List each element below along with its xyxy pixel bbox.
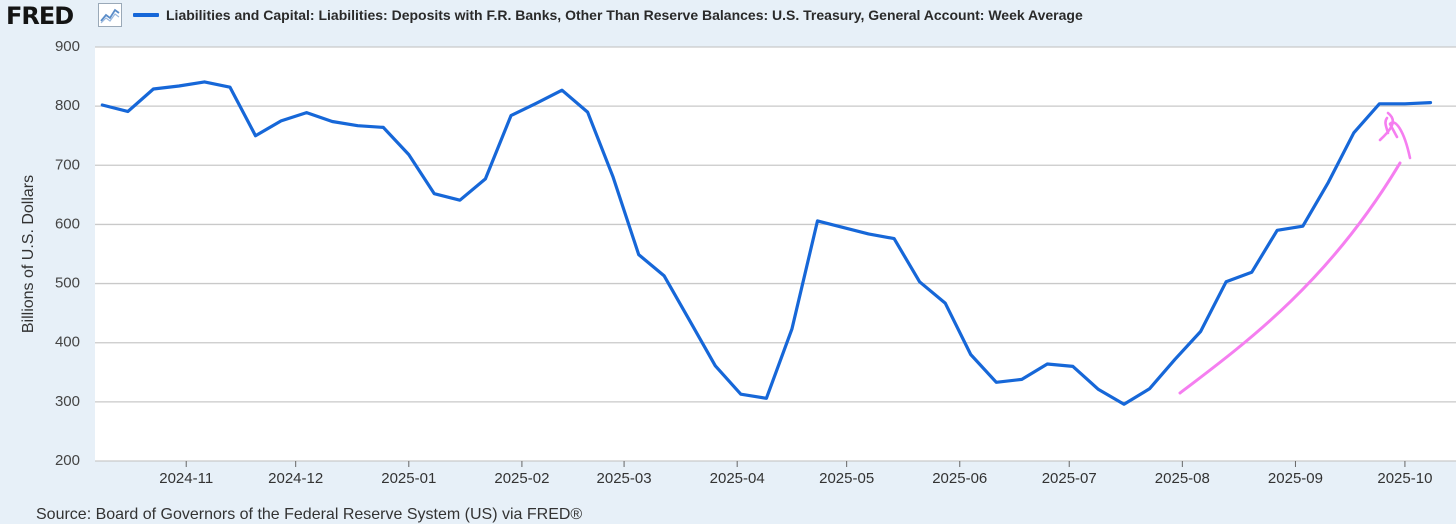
- data-point[interactable]: [661, 273, 667, 279]
- y-tick-label: 700: [55, 156, 80, 173]
- y-tick-label: 500: [55, 275, 80, 292]
- x-tick-label: 2025-09: [1268, 470, 1323, 487]
- data-point[interactable]: [457, 197, 463, 203]
- data-point[interactable]: [227, 84, 233, 90]
- chart-header: FRED Liabilities and Capital: Liabilitie…: [0, 0, 1456, 32]
- series-line: [100, 80, 1433, 406]
- data-point[interactable]: [329, 119, 335, 125]
- y-tick-label: 800: [55, 97, 80, 114]
- data-point[interactable]: [687, 318, 693, 324]
- data-point[interactable]: [840, 224, 846, 230]
- data-point[interactable]: [1172, 356, 1178, 362]
- y-tick-label: 900: [55, 38, 80, 55]
- x-tick-label: 2025-03: [597, 470, 652, 487]
- x-tick-label: 2025-04: [710, 470, 765, 487]
- data-point[interactable]: [1070, 363, 1076, 369]
- legend-series-title: Liabilities and Capital: Liabilities: De…: [166, 7, 1083, 23]
- legend-series-line: [133, 13, 159, 17]
- line-chart-icon[interactable]: [98, 3, 122, 27]
- fred-logo[interactable]: FRED: [6, 2, 74, 30]
- data-point[interactable]: [176, 83, 182, 89]
- data-point[interactable]: [534, 100, 540, 106]
- data-point[interactable]: [738, 391, 744, 397]
- data-point[interactable]: [380, 124, 386, 130]
- x-tick-label: 2024-11: [159, 470, 213, 487]
- data-point[interactable]: [150, 86, 156, 92]
- y-tick-label: 200: [55, 452, 80, 469]
- data-point[interactable]: [917, 279, 923, 285]
- data-point[interactable]: [814, 218, 820, 224]
- data-point[interactable]: [610, 174, 616, 180]
- data-point[interactable]: [278, 118, 284, 124]
- data-point[interactable]: [125, 108, 131, 114]
- data-point[interactable]: [508, 113, 514, 119]
- y-axis-ticks: 200 300 400 500 600 700 800 900: [55, 38, 80, 469]
- data-point[interactable]: [891, 236, 897, 242]
- data-point[interactable]: [1300, 223, 1306, 229]
- annotation-arrowhead: [1378, 111, 1412, 160]
- data-point[interactable]: [253, 133, 259, 139]
- data-point[interactable]: [1325, 179, 1331, 185]
- data-point[interactable]: [355, 123, 361, 129]
- data-point[interactable]: [1249, 269, 1255, 275]
- data-point[interactable]: [304, 110, 310, 116]
- plot-area: [95, 47, 1456, 461]
- data-point[interactable]: [763, 395, 769, 401]
- x-tick-label: 2025-05: [819, 470, 874, 487]
- annotation-curve: [1178, 161, 1402, 395]
- grid-lines: [95, 46, 1456, 462]
- data-point[interactable]: [1223, 279, 1229, 285]
- y-axis-label: Billions of U.S. Dollars: [20, 175, 37, 333]
- data-point[interactable]: [1044, 361, 1050, 367]
- y-tick-label: 600: [55, 215, 80, 232]
- data-point[interactable]: [942, 300, 948, 306]
- data-point[interactable]: [1274, 227, 1280, 233]
- data-point[interactable]: [1351, 130, 1357, 136]
- x-tick-label: 2025-07: [1042, 470, 1097, 487]
- data-point[interactable]: [585, 109, 591, 115]
- data-point[interactable]: [99, 102, 105, 108]
- data-point[interactable]: [1121, 401, 1127, 407]
- source-note: Source: Board of Governors of the Federa…: [36, 506, 583, 523]
- data-point[interactable]: [482, 176, 488, 182]
- data-point[interactable]: [559, 87, 565, 93]
- data-point[interactable]: [1402, 101, 1408, 107]
- data-point[interactable]: [1198, 328, 1204, 334]
- data-point[interactable]: [1147, 386, 1153, 392]
- data-point[interactable]: [1427, 100, 1433, 106]
- data-point[interactable]: [1019, 376, 1025, 382]
- data-point[interactable]: [406, 152, 412, 158]
- x-tick-label: 2025-06: [932, 470, 987, 487]
- x-tick-label: 2024-12: [268, 470, 323, 487]
- x-axis-ticks: 2024-11 2024-12 2025-01 2025-02 2025-03 2025-…: [159, 461, 1432, 487]
- data-point[interactable]: [866, 231, 872, 237]
- y-tick-label: 400: [55, 334, 80, 351]
- y-tick-label: 300: [55, 393, 80, 410]
- x-tick-label: 2025-08: [1155, 470, 1210, 487]
- x-tick-label: 2025-10: [1377, 470, 1432, 487]
- data-point[interactable]: [968, 352, 974, 358]
- x-tick-label: 2025-01: [381, 470, 436, 487]
- data-point[interactable]: [636, 252, 642, 258]
- data-point[interactable]: [201, 79, 207, 85]
- annotation-arrow: [1178, 111, 1412, 395]
- data-point[interactable]: [1095, 386, 1101, 392]
- data-point[interactable]: [789, 326, 795, 332]
- data-point[interactable]: [993, 379, 999, 385]
- x-tick-label: 2025-02: [494, 470, 549, 487]
- data-point[interactable]: [431, 191, 437, 197]
- data-point[interactable]: [712, 363, 718, 369]
- data-point[interactable]: [1376, 101, 1382, 107]
